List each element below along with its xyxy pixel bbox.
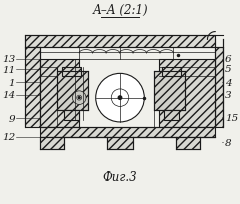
Text: Фиг.3: Фиг.3 [103, 170, 137, 183]
Circle shape [96, 74, 144, 122]
Bar [176, 137, 200, 149]
Bar [64, 111, 79, 120]
Circle shape [111, 90, 129, 107]
Bar [215, 48, 223, 127]
Bar [40, 127, 215, 137]
Text: 8: 8 [225, 138, 232, 147]
Bar [162, 67, 181, 77]
Bar [25, 48, 40, 127]
Bar [62, 67, 81, 77]
Text: 11: 11 [2, 66, 15, 75]
Polygon shape [159, 60, 215, 127]
Text: 5: 5 [225, 65, 232, 74]
Bar [164, 111, 179, 120]
Bar [107, 137, 133, 149]
Text: 9: 9 [8, 114, 15, 123]
Text: 6: 6 [225, 55, 232, 64]
Text: 3: 3 [225, 91, 232, 100]
Text: 12: 12 [2, 132, 15, 141]
Circle shape [78, 97, 80, 99]
Bar [154, 72, 185, 111]
Bar [25, 36, 215, 48]
Bar [57, 72, 88, 111]
Polygon shape [40, 60, 79, 127]
Circle shape [77, 96, 82, 101]
Text: 1: 1 [8, 78, 15, 87]
Text: А–А (2:1): А–А (2:1) [92, 4, 148, 17]
Text: 13: 13 [2, 55, 15, 64]
Text: 14: 14 [2, 91, 15, 100]
Circle shape [118, 96, 122, 100]
Text: 15: 15 [225, 113, 238, 122]
Text: 4: 4 [225, 78, 232, 87]
Bar [40, 137, 64, 149]
Circle shape [72, 91, 86, 105]
